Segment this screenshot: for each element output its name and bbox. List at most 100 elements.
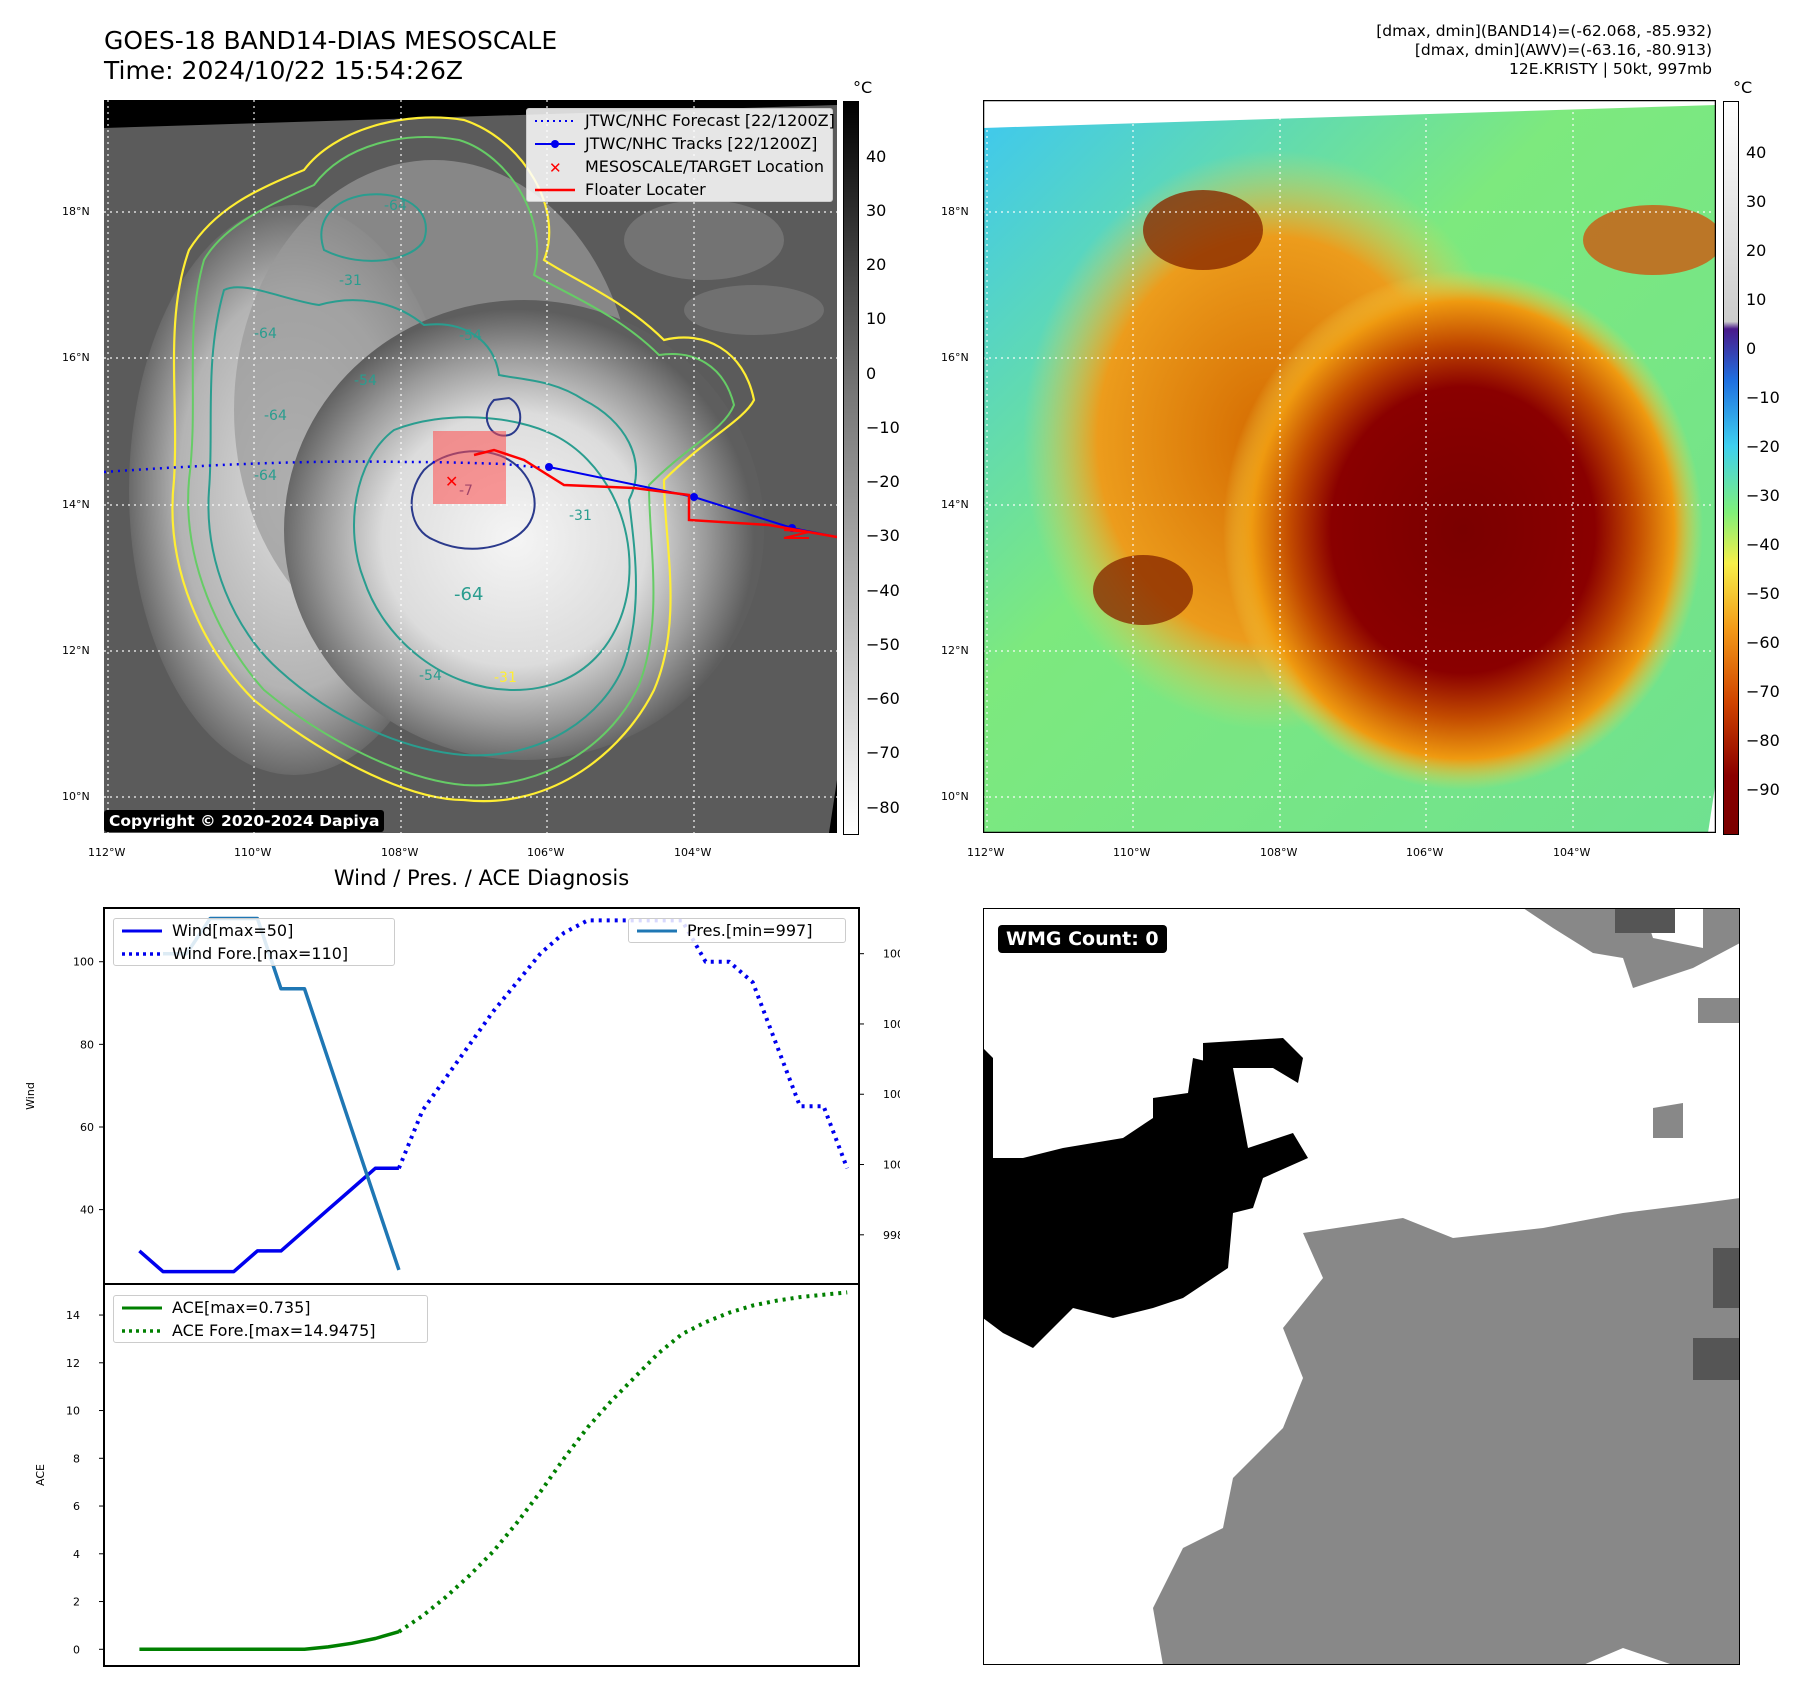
ace-ytick-label: 14 bbox=[66, 1309, 80, 1322]
cb-tick: −30 bbox=[866, 526, 900, 545]
cb-tick: −20 bbox=[1746, 437, 1780, 456]
cb-tick: 10 bbox=[866, 309, 887, 328]
cb-tick: −50 bbox=[1746, 584, 1780, 603]
ace-ytick-label: 10 bbox=[66, 1405, 80, 1418]
pressure-ytick-label: 1000 bbox=[883, 1159, 900, 1172]
pressure-ytick-label: 1004 bbox=[883, 1018, 900, 1031]
cb-tick: −80 bbox=[866, 798, 900, 817]
ace-ytick-label: 4 bbox=[73, 1548, 80, 1561]
forecast-track bbox=[104, 460, 545, 474]
floater-path bbox=[473, 448, 837, 539]
ace-forecast-line bbox=[397, 1290, 848, 1634]
contour-label: -64 bbox=[254, 468, 277, 484]
contour-label: -64 bbox=[254, 326, 277, 342]
lon-label: 108°W bbox=[1260, 846, 1298, 859]
cb-tick: −50 bbox=[866, 635, 900, 654]
wind-ytick-label: 60 bbox=[80, 1121, 94, 1134]
cb-tick: 30 bbox=[866, 201, 887, 220]
wind-line bbox=[138, 1166, 399, 1274]
pressure-line bbox=[163, 916, 401, 1271]
lat-label: 18°N bbox=[941, 205, 969, 218]
cb-tick: −10 bbox=[1746, 388, 1780, 407]
cb-tick: 10 bbox=[1746, 290, 1767, 309]
lon-label: 104°W bbox=[674, 846, 712, 859]
lon-label: 108°W bbox=[381, 846, 419, 859]
lat-label: 12°N bbox=[62, 644, 90, 657]
lon-label: 110°W bbox=[234, 846, 272, 859]
legend-item-tracks: JTWC/NHC Tracks [22/1200Z] bbox=[527, 132, 832, 155]
contour-label: -31 bbox=[494, 670, 517, 686]
cb-tick: −10 bbox=[866, 418, 900, 437]
lat-label: 18°N bbox=[62, 205, 90, 218]
legend-item-pressure: Pres.[min=997] bbox=[637, 921, 813, 940]
lat-label: 12°N bbox=[941, 644, 969, 657]
lat-label: 10°N bbox=[941, 790, 969, 803]
ace-ytick-label: 0 bbox=[73, 1643, 80, 1656]
pressure-legend: Pres.[min=997] bbox=[628, 918, 846, 943]
lat-label: 16°N bbox=[941, 351, 969, 364]
ace-axes-frame bbox=[103, 1283, 860, 1667]
colorbar-color bbox=[1723, 101, 1739, 835]
lat-label: 14°N bbox=[62, 498, 90, 511]
lat-label: 14°N bbox=[941, 498, 969, 511]
map-legend: JTWC/NHC Forecast [22/1200Z] JTWC/NHC Tr… bbox=[526, 108, 835, 202]
contour-label: -54 bbox=[419, 668, 442, 684]
band14-map: -64 -64 -54 -54 -31 -64 -54 -31 -64 -64 … bbox=[104, 100, 837, 833]
cb-tick: 40 bbox=[866, 147, 887, 166]
ace-ytick-label: 8 bbox=[73, 1452, 80, 1465]
contour-label: -64 bbox=[454, 584, 483, 605]
wind-legend: Wind[max=50] Wind Fore.[max=110] bbox=[113, 918, 395, 966]
lat-label: 16°N bbox=[62, 351, 90, 364]
cb-tick: 0 bbox=[1746, 339, 1757, 358]
cb-tick: 20 bbox=[1746, 241, 1767, 260]
legend-item-wind-fore: Wind Fore.[max=110] bbox=[122, 944, 349, 963]
legend-item-ace-fore: ACE Fore.[max=14.9475] bbox=[122, 1321, 376, 1340]
copyright-badge: Copyright © 2020-2024 Dapiya bbox=[104, 810, 385, 832]
cb-tick: −40 bbox=[1746, 535, 1780, 554]
lon-label: 112°W bbox=[967, 846, 1005, 859]
dmax-awv: [dmax, dmin](AWV)=(-63.16, -80.913) bbox=[1414, 41, 1712, 59]
lon-label: 112°W bbox=[88, 846, 126, 859]
legend-item-ace: ACE[max=0.735] bbox=[122, 1298, 311, 1317]
cb-tick: −90 bbox=[1746, 780, 1780, 799]
cb-tick: −70 bbox=[1746, 682, 1780, 701]
wind-axis-label: Wind bbox=[24, 1082, 37, 1110]
ace-legend: ACE[max=0.735] ACE Fore.[max=14.9475] bbox=[113, 1295, 428, 1343]
pressure-ytick-label: 998 bbox=[883, 1229, 900, 1242]
cb-tick: 40 bbox=[1746, 143, 1767, 162]
cb-tick: −30 bbox=[1746, 486, 1780, 505]
contour-label: -31 bbox=[569, 508, 592, 524]
wind-forecast-line bbox=[397, 918, 850, 1170]
awv-map bbox=[983, 100, 1716, 833]
wind-ytick-label: 100 bbox=[73, 956, 94, 969]
colorbar-unit: °C bbox=[853, 78, 873, 97]
cb-tick: −70 bbox=[866, 743, 900, 762]
wind-ytick-label: 40 bbox=[80, 1204, 94, 1217]
legend-item-forecast: JTWC/NHC Forecast [22/1200Z] bbox=[535, 111, 835, 130]
colorbar-unit: °C bbox=[1733, 78, 1753, 97]
wind-ytick-label: 80 bbox=[80, 1038, 94, 1051]
legend-item-wind: Wind[max=50] bbox=[122, 921, 294, 940]
lon-label: 106°W bbox=[1406, 846, 1444, 859]
lon-label: 110°W bbox=[1113, 846, 1151, 859]
lon-label: 106°W bbox=[527, 846, 565, 859]
figure-title-line1: GOES-18 BAND14-DIAS MESOSCALE bbox=[104, 26, 558, 55]
contour-label: -31 bbox=[339, 273, 362, 289]
wmg-panel bbox=[983, 908, 1740, 1665]
mesoscale-box bbox=[433, 431, 506, 504]
ace-ytick-label: 12 bbox=[66, 1357, 80, 1370]
pressure-ytick-label: 1006 bbox=[883, 948, 900, 961]
lon-label: 104°W bbox=[1553, 846, 1591, 859]
cb-tick: 30 bbox=[1746, 192, 1767, 211]
ace-ytick-label: 2 bbox=[73, 1596, 80, 1609]
cb-tick: 0 bbox=[866, 364, 877, 383]
cb-tick: −80 bbox=[1746, 731, 1780, 750]
lat-label: 10°N bbox=[62, 790, 90, 803]
cb-tick: 20 bbox=[866, 255, 887, 274]
ace-line bbox=[139, 1630, 400, 1652]
cb-tick: −40 bbox=[866, 581, 900, 600]
target-marker: ✕ bbox=[445, 472, 458, 491]
legend-item-floater: Floater Locater bbox=[535, 180, 706, 199]
wmg-count-badge: WMG Count: 0 bbox=[998, 925, 1167, 953]
